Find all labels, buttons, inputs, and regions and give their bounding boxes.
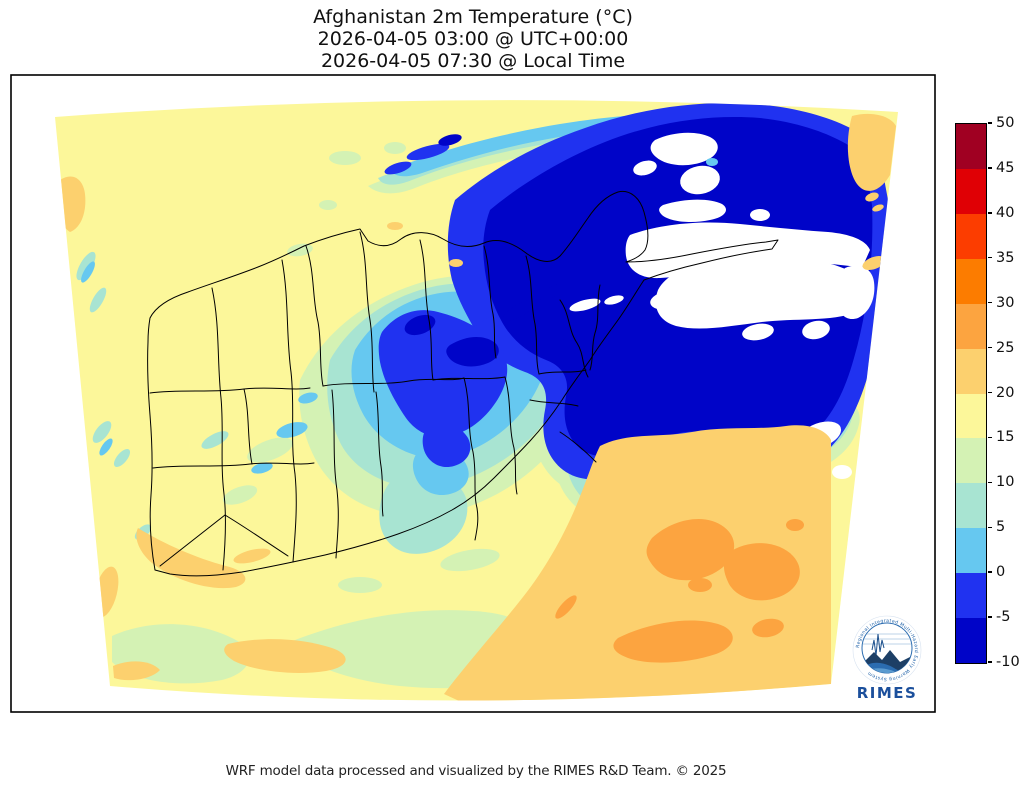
colorbar-tick-label: 30 (996, 294, 1015, 311)
tick-mark (988, 257, 992, 259)
wakhan-white-valley (625, 222, 870, 279)
colorbar (955, 123, 987, 664)
province-borders (147, 190, 779, 577)
colorbar-tick-label: 10 (996, 474, 1015, 491)
figure-title: Afghanistan 2m Temperature (°C) 2026-04-… (0, 6, 946, 72)
kabul-blue-tendril (422, 423, 471, 468)
se-hot-blob-1 (646, 519, 735, 581)
colorbar-tick: 25 (988, 339, 1014, 357)
colorbar-tick: 40 (988, 204, 1014, 222)
colorbar-segment (956, 124, 986, 169)
colorbar-tick: 0 (988, 563, 1005, 581)
colorbar-segment (956, 168, 986, 214)
colorbar-tick: -5 (988, 608, 1010, 626)
colorbar-segment (956, 393, 986, 439)
colorbar-tick: 45 (988, 159, 1014, 177)
ne-corner-warm-patch (847, 113, 896, 191)
colorbar-tick-label: 20 (996, 384, 1015, 401)
title-line-2: 2026-04-05 03:00 @ UTC+00:00 (317, 28, 629, 50)
colorbar-tick: -10 (988, 653, 1020, 671)
colorbar-segment (956, 303, 986, 349)
cold-lake-dot (706, 158, 718, 166)
colorbar-tick-label: -5 (996, 609, 1011, 626)
tick-mark (988, 436, 992, 439)
tick-mark (988, 661, 992, 663)
colorbar-tick: 35 (988, 249, 1014, 267)
temp-layer-orange (555, 519, 804, 663)
colorbar-tick-label: 50 (996, 115, 1015, 131)
title-line-3: 2026-04-05 07:30 @ Local Time (320, 50, 626, 72)
title-line-1: Afghanistan 2m Temperature (°C) (313, 6, 633, 28)
colorbar-segment (956, 438, 986, 484)
se-warm-region (444, 425, 831, 701)
tick-mark (988, 122, 992, 124)
colorbar-tick: 15 (988, 428, 1014, 446)
se-hot-blob-2 (723, 543, 800, 601)
colorbar-tick-label: 5 (996, 519, 1006, 536)
colorbar-segment (956, 258, 986, 304)
kabul-navy-core (446, 336, 499, 367)
sw-corner-warm (113, 661, 160, 681)
tick-mark (988, 346, 992, 349)
colorbar-tick-label: 45 (996, 159, 1015, 176)
satellite-dish-icon (899, 644, 909, 654)
colorbar-segment (956, 528, 986, 574)
colorbar-tick-label: 15 (996, 429, 1015, 446)
colorbar-tick-label: -10 (996, 654, 1020, 670)
colorbar-tick-label: 25 (996, 339, 1015, 356)
sw-warm-streak-1 (136, 528, 246, 589)
tick-mark (988, 481, 992, 484)
country-outline (147, 190, 779, 577)
sw-warm-streak-2 (224, 639, 346, 673)
white-right-edge (838, 265, 875, 320)
tick-mark (988, 526, 992, 528)
tick-mark (988, 212, 992, 214)
tick-mark (988, 301, 992, 304)
colorbar-tick: 10 (988, 473, 1014, 491)
colorbar-tick: 5 (988, 518, 1005, 536)
temp-layer-white-coldest (569, 132, 875, 479)
colorbar-segment (956, 483, 986, 529)
map-frame (10, 74, 936, 713)
colorbar-tick-label: 0 (996, 564, 1006, 581)
se-hot-blob-3 (613, 620, 733, 663)
cold-hole-bar (659, 199, 726, 223)
cold-hole-1 (650, 132, 718, 166)
colorbar-ticks: 50 45 40 35 30 25 20 15 10 5 0 -5 -10 (988, 115, 1026, 670)
colorbar-tick: 20 (988, 384, 1014, 402)
tick-mark (988, 391, 992, 394)
colorbar-tick: 30 (988, 294, 1014, 312)
tick-mark (988, 571, 992, 573)
white-field-south-of-valley (655, 257, 868, 329)
rimes-logo: Regional Integrated Multi-Hazard Early W… (852, 615, 922, 702)
colorbar-segment (956, 618, 986, 664)
colorbar-segment (956, 348, 986, 394)
logo-wordmark: RIMES (857, 684, 918, 702)
credit-text: WRF model data processed and visualized … (225, 763, 727, 779)
tick-mark (988, 167, 992, 169)
tick-mark (988, 616, 992, 618)
colorbar-tick-label: 40 (996, 204, 1015, 221)
seismograph-icon (871, 633, 885, 657)
colorbar-segment (956, 573, 986, 619)
colorbar-tick: 50 (988, 114, 1014, 132)
colorbar-tick-label: 35 (996, 249, 1015, 266)
colorbar-segment (956, 213, 986, 259)
